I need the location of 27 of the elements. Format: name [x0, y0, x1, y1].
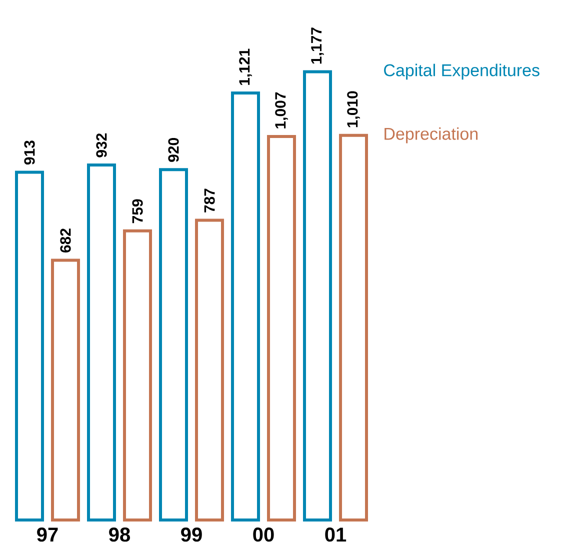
bar — [303, 70, 332, 522]
x-tick-label: 98 — [109, 528, 130, 542]
data-label: 1,010 — [347, 91, 360, 128]
bar — [15, 170, 44, 522]
x-tick-label: 01 — [325, 528, 346, 542]
bar — [267, 134, 296, 522]
text: Capital Expenditures — [384, 64, 540, 80]
data-label: 1,007 — [275, 92, 288, 128]
series-label: Depreciation — [384, 127, 478, 144]
bar — [87, 164, 116, 522]
data-label: 920 — [168, 138, 179, 162]
bar — [159, 168, 188, 522]
data-label: 1,121 — [239, 48, 252, 85]
bar — [195, 218, 224, 522]
bar — [231, 92, 260, 522]
bar — [339, 134, 368, 522]
data-label: 787 — [204, 188, 215, 212]
data-label: 932 — [96, 133, 107, 158]
data-label: 759 — [132, 199, 143, 224]
x-tick-label: 99 — [181, 528, 202, 542]
data-label: 1,177 — [311, 28, 324, 64]
x-tick-label: 00 — [253, 528, 274, 542]
bar — [51, 258, 80, 522]
data-label: 682 — [60, 228, 71, 252]
x-tick-label: 97 — [37, 528, 58, 542]
data-label: 913 — [24, 140, 35, 165]
bar — [123, 229, 152, 522]
